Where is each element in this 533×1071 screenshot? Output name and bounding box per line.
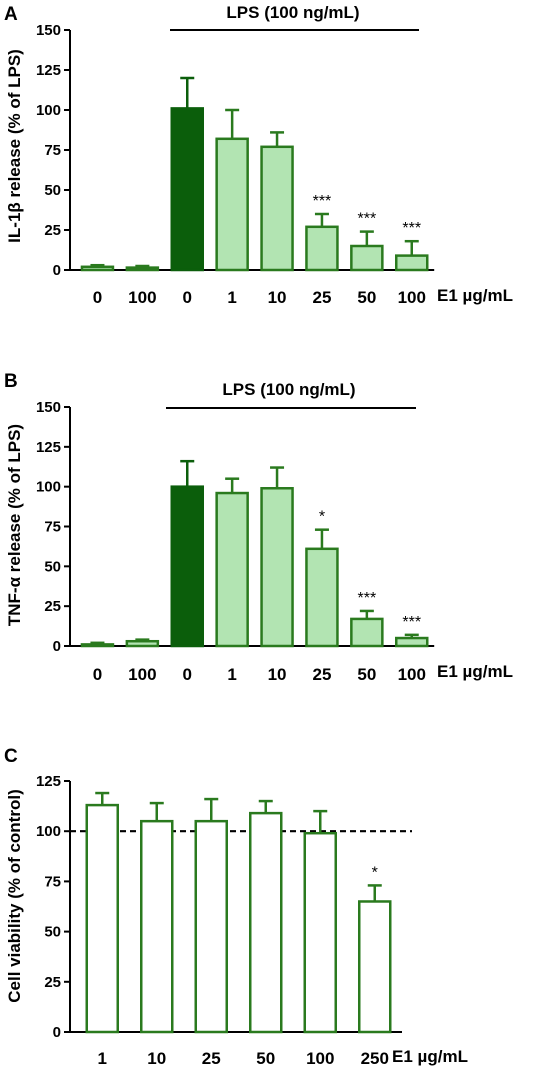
bar-a-1 — [125, 266, 160, 272]
x-tick-label: 1 — [227, 288, 236, 307]
x-tick-label: 100 — [398, 288, 426, 307]
x-tick-label: 100 — [128, 665, 156, 684]
bar-c-5 — [358, 900, 392, 1034]
bar-a-7 — [395, 254, 429, 272]
significance-label: *** — [402, 220, 421, 237]
panel-letter-c: C — [4, 746, 18, 767]
bar-c-3 — [249, 811, 283, 1034]
x-tick-label: 100 — [128, 288, 156, 307]
y-tick-label: 50 — [44, 558, 61, 575]
bar-b-5 — [305, 547, 339, 648]
x-tick-label: 50 — [357, 288, 376, 307]
x-tick-label: 1 — [227, 665, 236, 684]
y-tick-label: 75 — [44, 142, 61, 159]
significance-label: * — [319, 509, 325, 526]
x-tick-label: 1 — [98, 1049, 107, 1068]
y-tick-label: 0 — [53, 1024, 61, 1041]
x-tick-label: 0 — [93, 665, 102, 684]
y-tick-label: 75 — [44, 873, 61, 890]
x-unit-label-c: E1 µg/mL — [392, 1047, 468, 1066]
y-tick-label: 150 — [36, 399, 61, 416]
y-tick-label: 125 — [36, 439, 61, 456]
x-tick-label: 50 — [357, 665, 376, 684]
panel-c: C Cell viability (% of control) E1 µg/mL… — [4, 746, 468, 1068]
x-tick-label: 250 — [361, 1049, 389, 1068]
bar-b-2 — [170, 485, 204, 648]
y-tick-label: 100 — [36, 102, 61, 119]
x-tick-label: 0 — [183, 665, 192, 684]
y-tick-label: 0 — [53, 638, 61, 655]
x-tick-label: 25 — [312, 288, 331, 307]
significance-label: *** — [313, 193, 332, 210]
panel-a: A IL-1β release (% of LPS) LPS (100 ng/m… — [4, 3, 513, 307]
bar-c-4 — [303, 831, 337, 1034]
y-tick-label: 150 — [36, 22, 61, 39]
bar-b-3 — [215, 491, 249, 648]
y-axis-label-a: IL-1β release (% of LPS) — [5, 49, 24, 243]
bracket-label-a: LPS (100 ng/mL) — [226, 3, 359, 22]
bar-b-1 — [125, 639, 160, 648]
x-unit-label-a: E1 µg/mL — [437, 286, 513, 305]
panel-b: B TNF-α release (% of LPS) LPS (100 ng/m… — [4, 371, 513, 684]
y-tick-label: 50 — [44, 182, 61, 199]
x-tick-label: 100 — [306, 1049, 334, 1068]
y-tick-label: 25 — [44, 598, 61, 615]
significance-label: * — [372, 864, 378, 881]
x-tick-label: 25 — [312, 665, 331, 684]
y-axis-label-b: TNF-α release (% of LPS) — [5, 424, 24, 626]
bar-a-2 — [170, 107, 204, 272]
x-tick-label: 10 — [147, 1049, 166, 1068]
x-tick-label: 10 — [268, 665, 287, 684]
bar-b-7 — [395, 636, 429, 648]
bar-c-0 — [85, 803, 119, 1034]
y-tick-label: 100 — [36, 479, 61, 496]
bar-b-4 — [260, 487, 294, 648]
bar-a-3 — [215, 137, 249, 272]
y-tick-label: 0 — [53, 262, 61, 279]
bar-b-6 — [350, 617, 384, 648]
bar-c-1 — [140, 819, 174, 1034]
significance-label: *** — [358, 590, 377, 607]
y-tick-label: 125 — [36, 62, 61, 79]
y-tick-label: 25 — [44, 974, 61, 991]
bar-a-4 — [260, 145, 294, 272]
bar-a-5 — [305, 225, 339, 272]
x-unit-label-b: E1 µg/mL — [437, 662, 513, 681]
y-tick-label: 75 — [44, 519, 61, 536]
x-tick-label: 0 — [183, 288, 192, 307]
bar-b-0 — [80, 643, 115, 648]
y-tick-label: 25 — [44, 222, 61, 239]
significance-label: *** — [358, 211, 377, 228]
panel-letter-a: A — [4, 4, 18, 25]
y-tick-label: 100 — [36, 823, 61, 840]
bar-c-2 — [194, 819, 228, 1034]
x-tick-label: 10 — [268, 288, 287, 307]
panel-letter-b: B — [4, 371, 18, 392]
x-tick-label: 50 — [256, 1049, 275, 1068]
bracket-label-b: LPS (100 ng/mL) — [222, 380, 355, 399]
x-tick-label: 100 — [398, 665, 426, 684]
significance-label: *** — [402, 614, 421, 631]
bar-a-6 — [350, 244, 384, 272]
bar-a-0 — [80, 265, 115, 272]
x-tick-label: 0 — [93, 288, 102, 307]
y-tick-label: 125 — [36, 773, 61, 790]
x-tick-label: 25 — [202, 1049, 221, 1068]
y-tick-label: 50 — [44, 924, 61, 941]
y-axis-label-c: Cell viability (% of control) — [5, 789, 24, 1002]
